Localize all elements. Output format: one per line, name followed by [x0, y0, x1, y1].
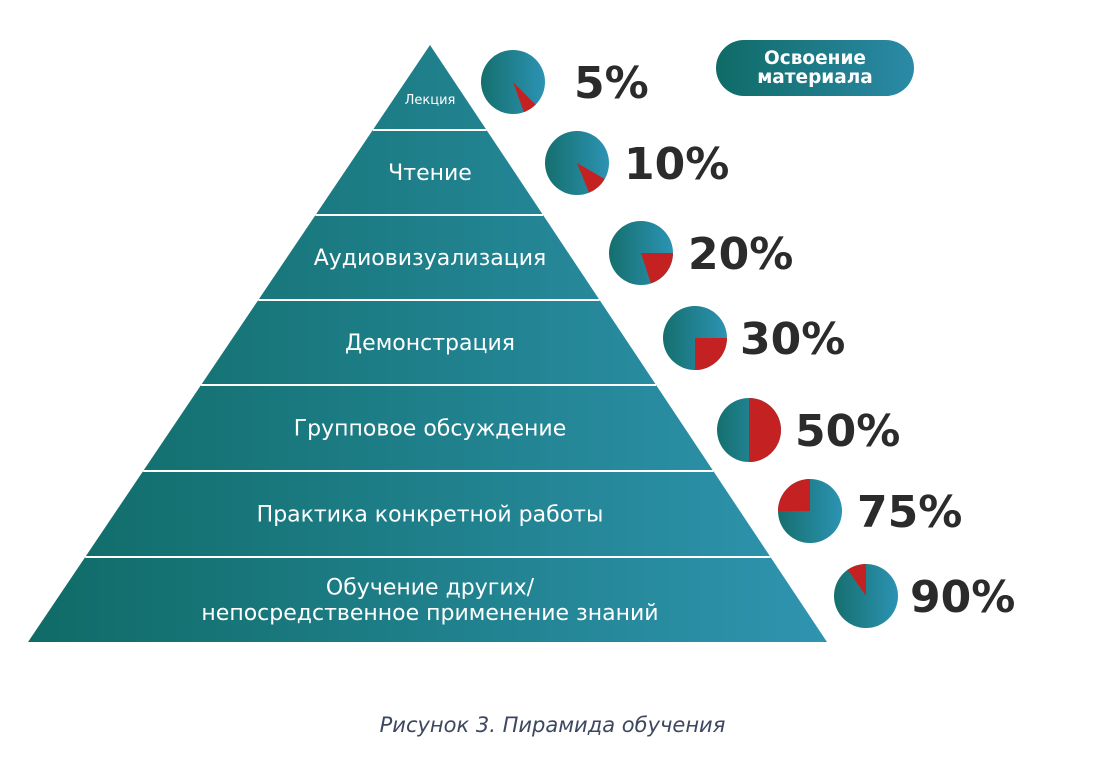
- badge-line-1: Освоение: [764, 48, 866, 69]
- percentage-label: 50%: [795, 406, 900, 457]
- pie-highlight-slice: [695, 338, 727, 370]
- pie-highlight-slice: [513, 82, 536, 113]
- pyramid-body: [28, 45, 827, 642]
- percentage-label: 5%: [574, 58, 649, 109]
- pie-highlight-slice: [749, 398, 781, 462]
- percentage-pies: [481, 50, 898, 628]
- pyramid-level-labels: Лекция Чтение Аудиовизуализация Демонстраци…: [201, 93, 658, 626]
- pyramid-level-label: Обучение других/непосредственное примене…: [201, 576, 658, 626]
- percentage-label: 10%: [624, 139, 729, 190]
- pyramid-dividers: [85, 129, 771, 558]
- percentage-label: 90%: [910, 572, 1015, 623]
- pyramid-level-label: Демонстрация: [345, 331, 515, 356]
- percentage-label: 20%: [688, 229, 793, 280]
- pie-highlight-slice: [577, 163, 605, 193]
- pie-highlight-slice: [778, 479, 810, 511]
- percentage-label: 30%: [740, 314, 845, 365]
- pyramid-level-label: Лекция: [405, 93, 456, 108]
- pie-highlight-slice: [847, 564, 866, 596]
- pyramid-level-label: Групповое обсуждение: [294, 417, 567, 442]
- percentage-labels: 5% 10% 20% 30% 50% 75% 90%: [574, 58, 1015, 623]
- pyramid-level-label: Чтение: [388, 161, 472, 186]
- badge-line-2: материала: [757, 67, 873, 88]
- percentage-label: 75%: [857, 487, 962, 538]
- pyramid-level-label: Аудиовизуализация: [314, 246, 547, 271]
- pyramid-level-label: Практика конкретной работы: [257, 503, 604, 528]
- pie-highlight-slice: [641, 253, 673, 284]
- material-retention-badge: Освоение материала: [716, 40, 914, 96]
- figure-caption: Рисунок 3. Пирамида обучения: [379, 713, 726, 737]
